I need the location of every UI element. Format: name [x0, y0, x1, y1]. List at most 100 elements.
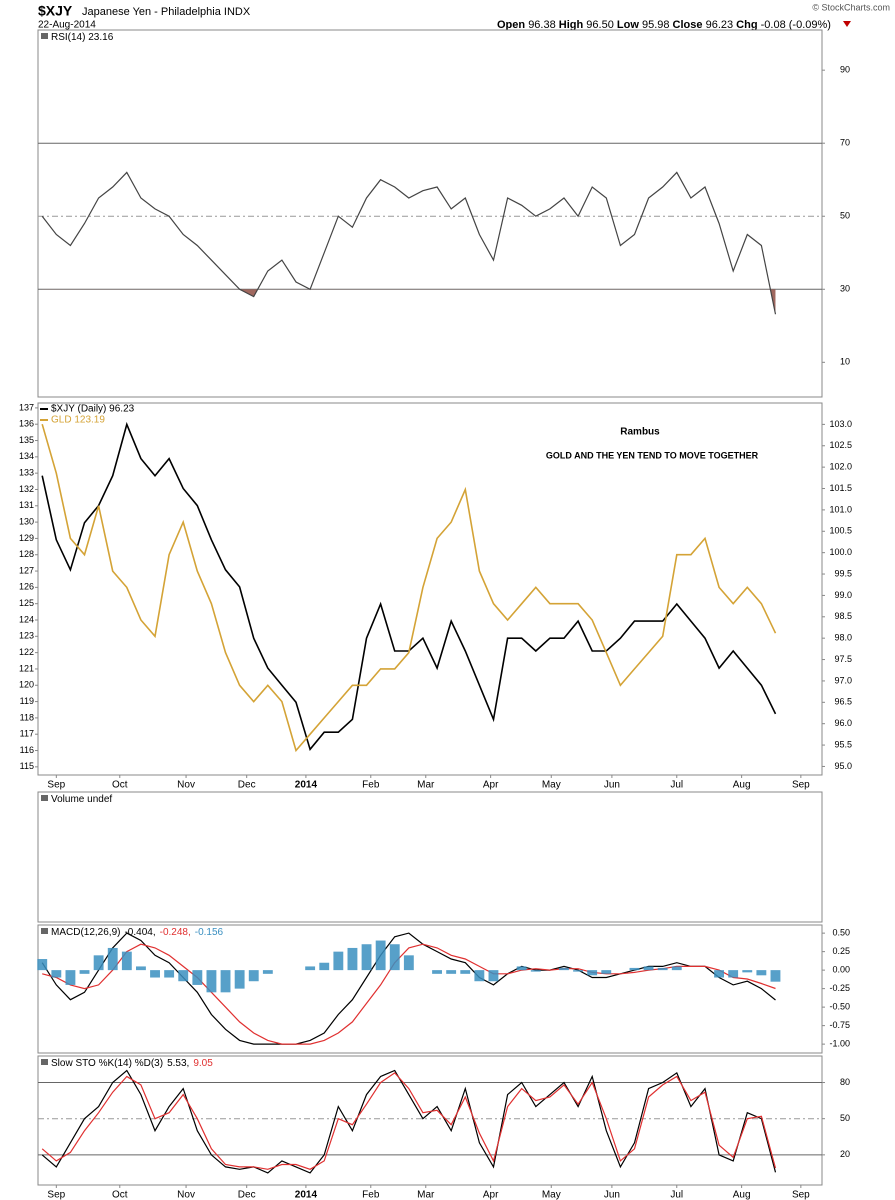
y-tick-label: 135	[19, 435, 34, 445]
x-tick-label: Jul	[670, 1190, 683, 1200]
histogram-bar	[714, 970, 724, 978]
histogram-bar	[403, 955, 414, 971]
y-tick-label: 90	[840, 65, 850, 75]
panel-title: RSI(14) 23.16	[51, 32, 114, 43]
series-line	[41, 932, 776, 1045]
histogram-bar	[361, 944, 372, 971]
y-tick-label: -0.75	[829, 1020, 850, 1030]
histogram-bar	[234, 970, 245, 989]
x-tick-label: Apr	[483, 780, 499, 791]
quote-value: 95.98	[642, 19, 670, 31]
x-tick-label: May	[542, 1190, 561, 1200]
panel-title: Slow STO %K(14) %D(3)	[51, 1058, 163, 1069]
x-tick-label: Jun	[604, 780, 620, 791]
y2-tick-label: 102.0	[829, 462, 852, 472]
y-tick-label: 120	[19, 680, 34, 690]
y2-tick-label: 96.0	[834, 718, 852, 728]
copyright: © StockCharts.com	[812, 2, 890, 12]
y2-tick-label: 101.0	[829, 504, 852, 514]
y-tick-label: 117	[20, 729, 34, 739]
y2-tick-label: 96.5	[834, 697, 852, 707]
legend-icon	[41, 795, 48, 801]
y-tick-label: -0.25	[829, 983, 850, 993]
y-tick-label: 0.50	[832, 928, 850, 938]
histogram-bar	[93, 955, 104, 971]
quote-value: 96.50	[586, 19, 614, 31]
x-tick-label: Dec	[238, 1190, 256, 1200]
histogram-bar	[65, 970, 76, 985]
x-tick-label: Aug	[733, 1190, 751, 1200]
y2-tick-label: 100.5	[829, 526, 852, 536]
x-tick-label: 2014	[295, 1190, 318, 1200]
quote-label: Low	[617, 19, 639, 31]
panel-frame	[37, 924, 823, 1054]
y2-tick-label: 99.0	[834, 590, 852, 600]
y-tick-label: 70	[840, 138, 850, 148]
y2-tick-label: 95.5	[834, 739, 852, 749]
x-tick-label: Mar	[417, 1190, 435, 1200]
legend-label: $XJY (Daily) 96.23	[51, 404, 135, 415]
y-tick-label: 20	[840, 1149, 850, 1159]
histogram-bar	[601, 970, 612, 974]
y-tick-label: 80	[840, 1077, 850, 1087]
y2-tick-label: 97.0	[834, 675, 852, 685]
x-tick-label: Mar	[417, 780, 435, 791]
y2-tick-label: 98.0	[834, 633, 852, 643]
histogram-bar	[262, 970, 273, 974]
y-tick-label: 121	[19, 663, 34, 673]
y2-tick-label: 98.5	[834, 611, 852, 621]
y2-tick-label: 102.5	[829, 440, 852, 450]
histogram-bar	[587, 970, 598, 976]
histogram-bar	[671, 966, 682, 971]
panel-frame	[37, 1055, 823, 1186]
histogram-bar	[657, 967, 668, 971]
panel-title: Volume undef	[51, 794, 112, 805]
panel-legend: RSI(14) 23.16	[51, 32, 114, 43]
y-tick-label: 50	[840, 1113, 850, 1123]
panel-frame	[37, 791, 823, 923]
y-tick-label: 130	[19, 516, 34, 526]
histogram-bar	[488, 970, 499, 982]
legend-icon	[41, 33, 48, 39]
histogram-bar	[121, 951, 132, 971]
histogram-bar	[629, 967, 640, 971]
date: 22-Aug-2014	[38, 20, 96, 31]
y-tick-label: 116	[20, 745, 34, 755]
series-value-label: -0.248,	[160, 927, 191, 938]
x-tick-label: Oct	[112, 1190, 128, 1200]
y-tick-label: 0.00	[832, 965, 850, 975]
y-tick-label: -1.00	[829, 1038, 850, 1048]
panel-frame	[37, 29, 823, 398]
y2-tick-label: 95.0	[834, 761, 852, 771]
quotes: Open 96.38 High 96.50 Low 95.98 Close 96…	[497, 19, 831, 31]
y-tick-label: 123	[19, 631, 34, 641]
x-tick-label: Jun	[604, 1190, 620, 1200]
series-line	[41, 1069, 777, 1174]
y-tick-label: 118	[20, 712, 34, 722]
x-tick-label: Nov	[177, 1190, 195, 1200]
y2-tick-label: 101.5	[829, 483, 852, 493]
x-tick-label: Feb	[362, 780, 380, 791]
histogram-bar	[178, 970, 189, 982]
histogram-bar	[516, 966, 527, 971]
histogram-bar	[573, 970, 583, 972]
x-tick-label: Nov	[177, 780, 195, 791]
histogram-bar	[192, 970, 203, 985]
histogram-bar	[79, 970, 90, 974]
x-tick-label: Sep	[47, 780, 65, 791]
quote-label: Chg	[736, 19, 757, 31]
y-tick-label: 125	[19, 598, 34, 608]
y-tick-label: 133	[19, 468, 34, 478]
x-tick-label: Feb	[362, 1190, 380, 1200]
x-tick-label: Apr	[483, 1190, 499, 1200]
histogram-bar	[530, 970, 541, 972]
y-tick-label: 30	[840, 284, 850, 294]
y2-tick-label: 97.5	[834, 654, 852, 664]
x-tick-label: Oct	[112, 780, 128, 791]
series-value-label: 9.05	[193, 1058, 213, 1069]
y-tick-label: 115	[20, 761, 34, 771]
x-tick-label: Jul	[670, 780, 683, 791]
x-tick-label: Sep	[47, 1190, 65, 1200]
y-tick-label: 50	[840, 211, 850, 221]
x-tick-label: Dec	[238, 780, 256, 791]
